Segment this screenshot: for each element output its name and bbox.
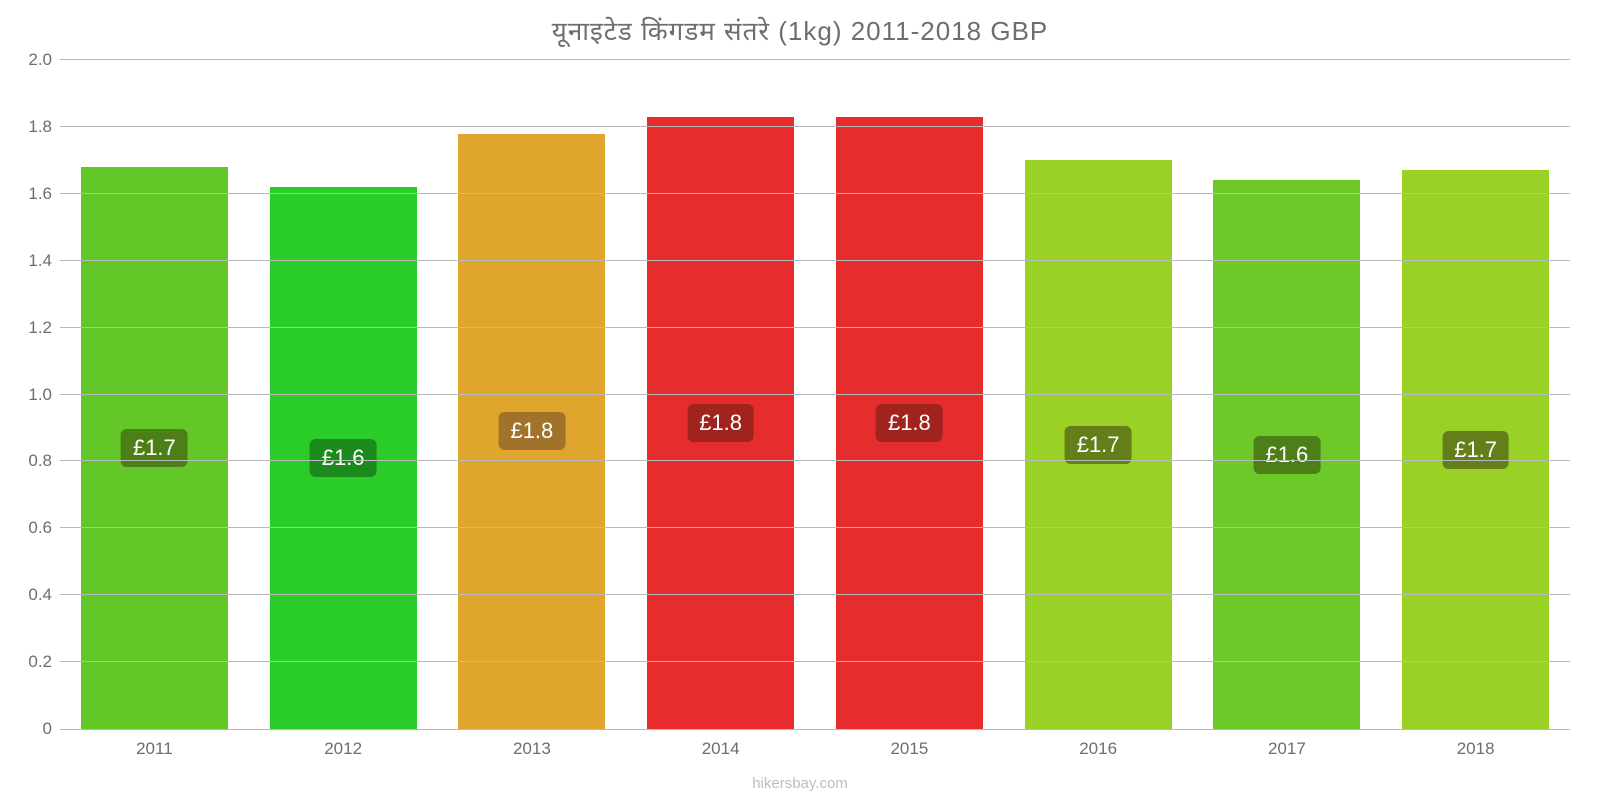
x-axis-label: 2018 — [1457, 739, 1495, 759]
grid-line — [60, 661, 1570, 662]
x-axis-label: 2012 — [324, 739, 362, 759]
x-axis-label: 2017 — [1268, 739, 1306, 759]
plot-area: £1.72011£1.62012£1.82013£1.82014£1.82015… — [60, 60, 1570, 730]
bar-value-label: £1.8 — [498, 412, 565, 450]
y-axis-label: 2.0 — [28, 50, 60, 70]
bar-value-label: £1.6 — [1253, 436, 1320, 474]
bar-value-label: £1.7 — [1442, 431, 1509, 469]
y-axis-label: 0.8 — [28, 451, 60, 471]
bar: £1.6 — [1213, 180, 1360, 729]
grid-line — [60, 193, 1570, 194]
bar: £1.6 — [270, 187, 417, 729]
grid-line — [60, 527, 1570, 528]
y-axis-label: 0 — [43, 719, 60, 739]
bar: £1.8 — [458, 134, 605, 729]
chart-title: यूनाइटेड किंगडम संतरे (1kg) 2011-2018 GB… — [0, 12, 1600, 48]
x-axis-label: 2015 — [890, 739, 928, 759]
bar: £1.8 — [836, 117, 983, 729]
bar-value-label: £1.8 — [876, 404, 943, 442]
bar: £1.7 — [81, 167, 228, 729]
bar: £1.7 — [1402, 170, 1549, 729]
grid-line — [60, 394, 1570, 395]
bar: £1.7 — [1025, 160, 1172, 729]
grid-line — [60, 594, 1570, 595]
bar-value-label: £1.8 — [687, 404, 754, 442]
x-axis-label: 2014 — [702, 739, 740, 759]
bar-slot: £1.62012 — [249, 60, 438, 729]
bar-slot: £1.72018 — [1381, 60, 1570, 729]
y-axis-label: 1.6 — [28, 184, 60, 204]
grid-line — [60, 59, 1570, 60]
grid-line — [60, 260, 1570, 261]
x-axis-label: 2016 — [1079, 739, 1117, 759]
bar-slot: £1.72016 — [1004, 60, 1193, 729]
grid-line — [60, 460, 1570, 461]
grid-line — [60, 327, 1570, 328]
bar: £1.8 — [647, 117, 794, 729]
y-axis-label: 1.2 — [28, 318, 60, 338]
y-axis-label: 0.4 — [28, 585, 60, 605]
y-axis-label: 0.2 — [28, 652, 60, 672]
bars-row: £1.72011£1.62012£1.82013£1.82014£1.82015… — [60, 60, 1570, 729]
y-axis-label: 1.0 — [28, 385, 60, 405]
y-axis-label: 1.4 — [28, 251, 60, 271]
bar-slot: £1.82014 — [626, 60, 815, 729]
grid-line — [60, 126, 1570, 127]
bar-slot: £1.72011 — [60, 60, 249, 729]
bar-slot: £1.82015 — [815, 60, 1004, 729]
chart-container: यूनाइटेड किंगडम संतरे (1kg) 2011-2018 GB… — [0, 0, 1600, 800]
x-axis-label: 2013 — [513, 739, 551, 759]
attribution-text: hikersbay.com — [0, 775, 1600, 792]
bar-value-label: £1.6 — [310, 439, 377, 477]
x-axis-label: 2011 — [136, 739, 173, 759]
bar-value-label: £1.7 — [1065, 426, 1132, 464]
bar-slot: £1.62017 — [1193, 60, 1382, 729]
y-axis-label: 1.8 — [28, 117, 60, 137]
bar-slot: £1.82013 — [438, 60, 627, 729]
y-axis-label: 0.6 — [28, 518, 60, 538]
